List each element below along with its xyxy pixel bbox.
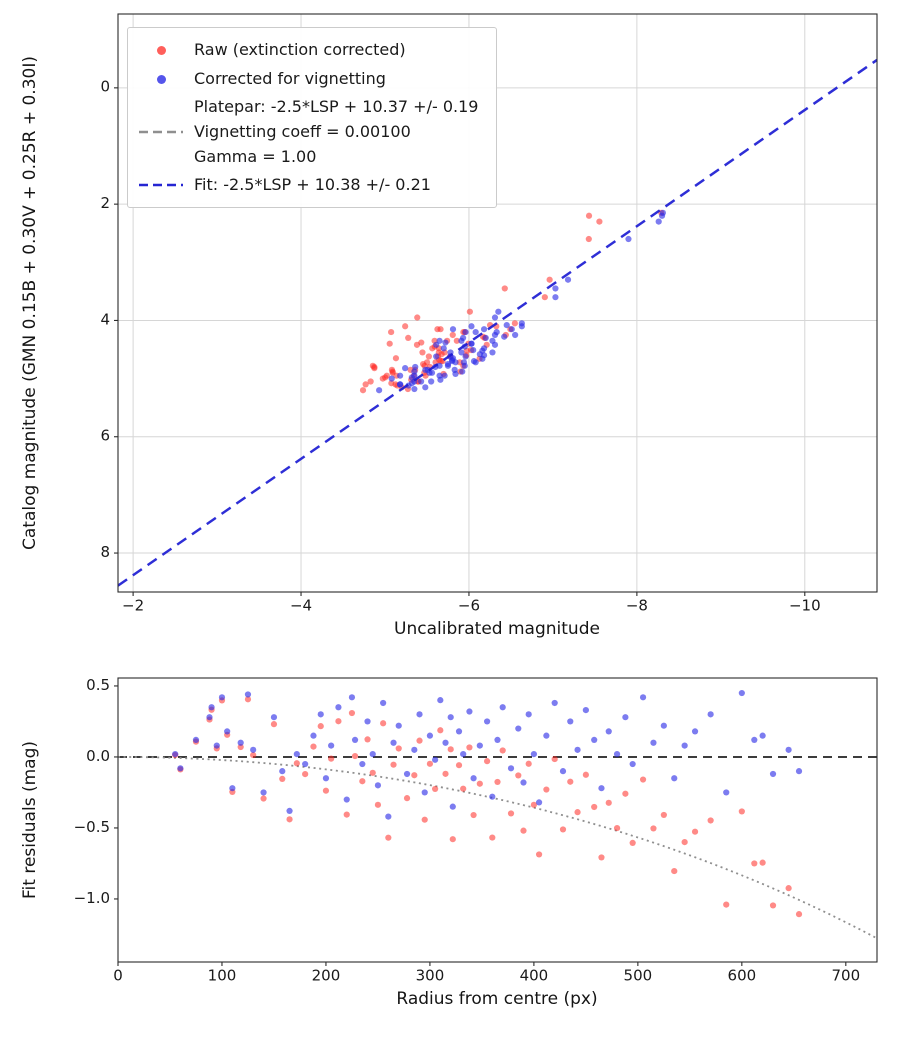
scatter-marker-icon [138,74,184,84]
dot-icon [156,45,166,55]
legend-label: Fit: -2.5*LSP + 10.38 +/- 0.21 [194,174,431,194]
bottom-plot-xlabel: Radius from centre (px) [396,989,598,1009]
legend-label: Corrected for vignetting [194,68,386,88]
dash-icon [139,184,183,187]
scatter-marker-icon [138,45,184,55]
top-plot-xlabel: Uncalibrated magnitude [394,619,600,639]
legend-entry: Platepar: -2.5*LSP + 10.37 +/- 0.19 Vign… [138,95,478,169]
legend-entry: Fit: -2.5*LSP + 10.38 +/- 0.21 [138,172,478,198]
top-plot-ylabel: Catalog magnitude (GMN 0.15B + 0.30V + 0… [20,56,40,550]
dashed-line-icon [138,182,184,188]
legend: Raw (extinction corrected) Corrected for … [127,27,498,209]
legend-entry: Corrected for vignetting [138,66,478,92]
legend-label: Platepar: -2.5*LSP + 10.37 +/- 0.19 Vign… [194,97,479,166]
bottom-plot-ylabel: Fit residuals (mag) [20,741,40,899]
dash-icon [139,130,183,134]
legend-entry: Raw (extinction corrected) [138,37,478,63]
legend-label: Raw (extinction corrected) [194,39,406,59]
dot-icon [156,74,166,84]
dashed-line-icon [138,129,184,135]
